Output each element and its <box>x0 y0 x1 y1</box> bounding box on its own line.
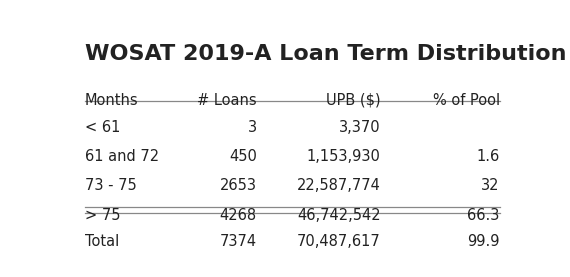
Text: 2653: 2653 <box>220 178 256 194</box>
Text: # Loans: # Loans <box>197 93 256 108</box>
Text: 1,153,930: 1,153,930 <box>307 149 381 164</box>
Text: Total: Total <box>84 234 119 249</box>
Text: 46,742,542: 46,742,542 <box>297 208 381 223</box>
Text: 99.9: 99.9 <box>467 234 500 249</box>
Text: 61 and 72: 61 and 72 <box>84 149 158 164</box>
Text: Months: Months <box>84 93 138 108</box>
Text: 70,487,617: 70,487,617 <box>297 234 381 249</box>
Text: 4268: 4268 <box>219 208 256 223</box>
Text: UPB ($): UPB ($) <box>326 93 381 108</box>
Text: 32: 32 <box>481 178 500 194</box>
Text: 450: 450 <box>229 149 256 164</box>
Text: 7374: 7374 <box>219 234 256 249</box>
Text: 3,370: 3,370 <box>339 120 381 135</box>
Text: 3: 3 <box>247 120 256 135</box>
Text: 22,587,774: 22,587,774 <box>296 178 381 194</box>
Text: WOSAT 2019-A Loan Term Distribution: WOSAT 2019-A Loan Term Distribution <box>84 44 566 64</box>
Text: 73 - 75: 73 - 75 <box>84 178 136 194</box>
Text: < 61: < 61 <box>84 120 120 135</box>
Text: 66.3: 66.3 <box>467 208 500 223</box>
Text: 1.6: 1.6 <box>477 149 500 164</box>
Text: > 75: > 75 <box>84 208 120 223</box>
Text: % of Pool: % of Pool <box>433 93 500 108</box>
